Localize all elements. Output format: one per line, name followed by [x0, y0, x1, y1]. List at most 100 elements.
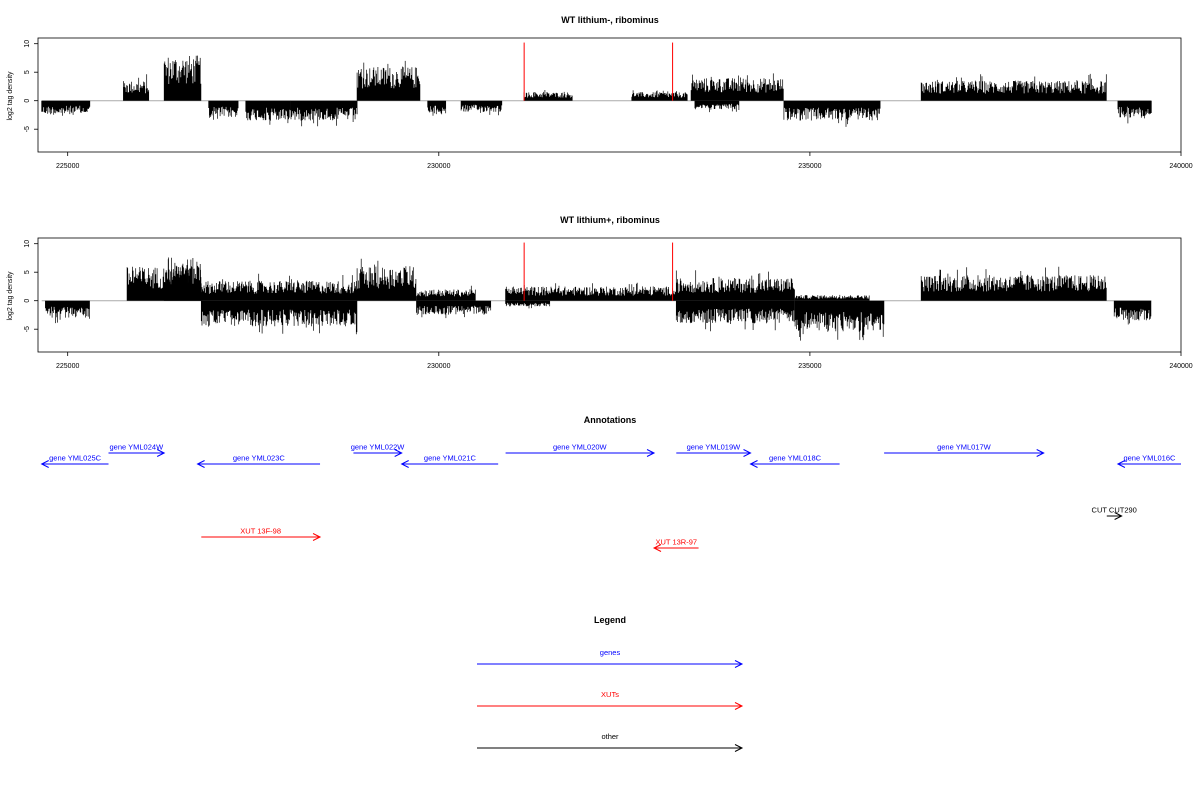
annotation-label: gene YML024W	[110, 443, 165, 452]
annotation-gene: gene YML018C	[749, 454, 840, 468]
y-tick-label: 0	[24, 99, 31, 103]
legend-title: Legend	[594, 615, 626, 625]
annotation-xut: XUT 13R-97	[652, 538, 699, 552]
panel-title: WT lithium+, ribominus	[560, 215, 660, 225]
signal-segment	[45, 300, 90, 324]
signal-segment	[356, 60, 421, 101]
signal-bars	[41, 55, 1152, 127]
y-axis-label: log2 tag density	[7, 71, 14, 121]
x-tick-label: 235000	[798, 363, 821, 370]
signal-segment	[460, 100, 503, 116]
annotation-label: gene YML018C	[769, 454, 822, 463]
y-tick-label: -5	[24, 126, 31, 132]
signal-segment	[163, 257, 202, 301]
annotation-arrow-head	[743, 449, 752, 457]
annotation-label: XUT 13R-97	[656, 538, 698, 547]
annotation-gene: gene YML022W	[351, 443, 406, 457]
legend: Legend genes XUTs other	[477, 615, 744, 752]
signal-segment	[416, 300, 492, 319]
signal-segment	[505, 282, 677, 301]
annotations-title: Annotations	[584, 415, 637, 425]
y-axis: -5 0 5 10	[24, 40, 38, 132]
annotation-label: gene YML025C	[49, 454, 102, 463]
x-tick-label: 230000	[427, 363, 450, 370]
legend-arrow-head	[734, 660, 744, 668]
annotation-arrow-head	[652, 544, 662, 552]
annotation-label: gene YML017W	[937, 443, 992, 452]
signal-segment	[1117, 100, 1152, 124]
annotation-gene: gene YML025C	[40, 454, 109, 468]
plot-frame	[37, 237, 1182, 353]
signal-segment	[794, 294, 870, 301]
legend-label: genes	[600, 648, 621, 657]
annotation-arrow-head	[196, 460, 205, 468]
x-tick-label: 240000	[1169, 363, 1192, 370]
signal-segment	[690, 73, 784, 101]
annotation-label: gene YML016C	[1123, 454, 1176, 463]
annotation-arrow-head	[394, 449, 403, 457]
annotation-label: gene YML022W	[351, 443, 406, 452]
signal-segment	[200, 273, 358, 301]
legend-arrow-head	[734, 744, 744, 752]
track-panel-lithium-plus: WT lithium+, ribominus log2 tag density …	[7, 215, 1193, 370]
signal-segment	[123, 74, 150, 101]
annotation-gene: gene YML017W	[884, 443, 1045, 457]
y-axis-label: log2 tag density	[7, 271, 14, 321]
legend-label: XUTs	[601, 690, 619, 699]
x-axis: 225000 230000 235000 240000	[56, 152, 1193, 170]
annotation-label: gene YML023C	[233, 454, 286, 463]
legend-entry-gene: genes	[477, 648, 744, 668]
x-axis: 225000 230000 235000 240000	[56, 352, 1193, 370]
signal-segment	[523, 90, 573, 101]
plot-frame	[37, 37, 1182, 153]
signal-segment	[505, 300, 551, 309]
legend-entry-xut: XUTs	[477, 690, 744, 710]
annotation-arrow-head	[40, 460, 49, 468]
signal-segment	[41, 100, 91, 116]
annotation-gene: gene YML023C	[196, 454, 321, 468]
signal-segment	[245, 100, 291, 125]
annotation-arrow-head	[1036, 449, 1045, 457]
signal-segment	[208, 100, 239, 120]
x-tick-label: 225000	[56, 363, 79, 370]
signal-segment	[794, 300, 885, 341]
signal-segment	[1113, 300, 1152, 325]
y-tick-label: 10	[24, 40, 31, 48]
signal-segment	[920, 266, 1107, 301]
annotation-xut: XUT 13F-98	[201, 527, 322, 541]
annotation-arrow-head	[156, 449, 166, 457]
signal-segment	[694, 100, 740, 113]
annotation-arrow-head	[1114, 512, 1123, 520]
signal-segment	[290, 100, 358, 127]
annotation-gene: gene YML021C	[400, 454, 499, 468]
x-tick-label: 230000	[427, 163, 450, 170]
marker-lines	[523, 42, 674, 101]
annotation-gene: gene YML016C	[1116, 454, 1181, 468]
signal-segment	[920, 73, 1107, 101]
legend-arrow-head	[734, 702, 744, 710]
signal-bars	[41, 257, 1152, 341]
annotation-gene: gene YML020W	[505, 443, 656, 457]
signal-segment	[675, 300, 795, 332]
annotation-label: gene YML021C	[424, 454, 477, 463]
annotation-arrow-head	[312, 533, 322, 541]
x-tick-label: 225000	[56, 163, 79, 170]
signal-segment	[200, 300, 358, 335]
signal-segment	[675, 270, 795, 301]
x-tick-label: 235000	[798, 163, 821, 170]
annotation-label: CUT CUT290	[1092, 506, 1137, 515]
annotation-arrow-head	[400, 460, 409, 468]
y-tick-label: 5	[24, 270, 31, 274]
marker-lines	[523, 242, 674, 301]
annotation-gene: gene YML024W	[108, 443, 166, 457]
y-tick-label: 10	[24, 240, 31, 248]
y-axis: -5 0 5 10	[24, 240, 38, 332]
panel-title: WT lithium-, ribominus	[561, 15, 659, 25]
legend-entry-other: other	[477, 732, 744, 752]
signal-segment	[356, 258, 417, 301]
y-tick-label: 0	[24, 299, 31, 303]
legend-entries: genes XUTs other	[477, 648, 744, 752]
annotation-features: gene YML025C gene YML024W gene YML023C gene…	[40, 443, 1181, 552]
